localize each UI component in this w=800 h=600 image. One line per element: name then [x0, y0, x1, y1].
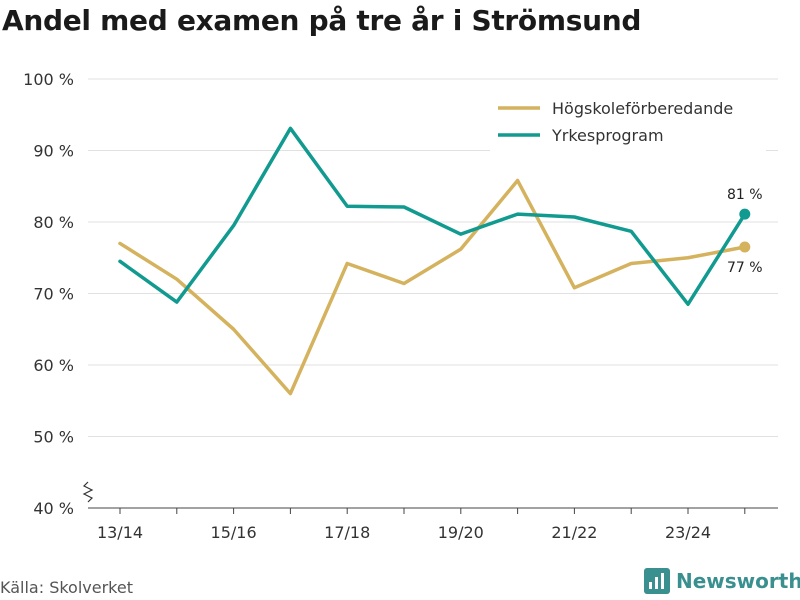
bar-chart-logo-icon — [644, 568, 670, 594]
y-tick-label: 50 % — [33, 428, 74, 447]
x-tick-label: 15/16 — [211, 523, 257, 542]
end-value-label: 81 % — [727, 187, 763, 203]
x-tick-label: 23/24 — [665, 523, 711, 542]
legend-background — [490, 92, 766, 152]
x-tick-label: 17/18 — [324, 523, 370, 542]
end-point-marker — [739, 208, 751, 220]
legend-label: Högskoleförberedande — [552, 99, 733, 118]
line-chart: 40 % 50 % 60 % 70 % 80 % 90 % 100 % 13/14 15/16 1… — [23, 70, 778, 542]
legend-label: Yrkesprogram — [551, 126, 664, 145]
end-point-marker — [739, 241, 751, 253]
y-tick-label: 70 % — [33, 285, 74, 304]
brand-logo[interactable]: Newsworthy — [644, 568, 800, 594]
y-tick-label: 90 % — [33, 142, 74, 161]
series-line-hogskoleforberedande — [118, 178, 747, 396]
brand-name: Newsworthy — [676, 569, 800, 593]
source-label: Källa: Skolverket — [0, 578, 133, 597]
x-tick-label: 21/22 — [551, 523, 597, 542]
chart-title: Andel med examen på tre år i Strömsund — [2, 4, 642, 37]
y-tick-label: 40 % — [33, 499, 74, 518]
x-tick-label: 19/20 — [438, 523, 484, 542]
series-line-yrkesprogram — [118, 126, 747, 306]
axes: 40 % 50 % 60 % 70 % 80 % 90 % 100 % 13/14 15/16 1… — [23, 70, 778, 542]
y-tick-label: 100 % — [23, 70, 74, 89]
series-lines: 77 % 81 % — [118, 126, 763, 396]
axis-break-icon — [82, 481, 94, 503]
x-tick-label: 13/14 — [97, 523, 143, 542]
end-value-label: 77 % — [727, 260, 763, 276]
legend: Högskoleförberedande Yrkesprogram — [490, 92, 766, 152]
y-tick-label: 80 % — [33, 213, 74, 232]
y-tick-label: 60 % — [33, 356, 74, 375]
